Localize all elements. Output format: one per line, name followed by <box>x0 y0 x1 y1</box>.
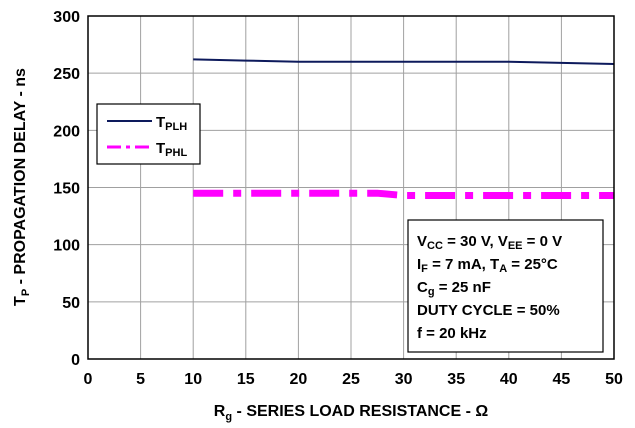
condition-line-3-part-0: DUTY CYCLE = 50% <box>417 302 560 319</box>
x-tick-label-4: 20 <box>290 371 308 388</box>
condition-line-2-part-1: g <box>428 286 435 298</box>
y-axis-label-rest: - PROPAGATION DELAY - ns <box>12 68 29 289</box>
y-axis-label: TP - PROPAGATION DELAY - ns <box>12 68 32 306</box>
condition-line-2-part-2: = 25 nF <box>435 279 491 296</box>
series-layer <box>193 58 615 199</box>
legend: TPLH TPHL <box>96 103 201 165</box>
legend-label-tplh: TPLH <box>156 114 187 133</box>
condition-line-4-part-0: f = 20 kHz <box>417 325 487 342</box>
x-tick-label-3: 15 <box>237 371 255 388</box>
y-tick-label-0: 0 <box>71 352 80 369</box>
x-tick-label-0: 0 <box>84 371 93 388</box>
conditions-text: VCC = 30 V, VEE = 0 V IF = 7 mA, TA = 25°… <box>417 233 562 342</box>
y-tick-label-5: 250 <box>53 66 80 83</box>
condition-line-0: VCC = 30 V, VEE = 0 V <box>417 233 562 252</box>
x-axis-label: Rg - SERIES LOAD RESISTANCE - Ω <box>214 403 489 423</box>
y-axis-label-main: T <box>12 296 29 306</box>
y-tick-label-6: 300 <box>53 9 80 26</box>
condition-line-1: IF = 7 mA, TA = 25°C <box>417 256 558 275</box>
condition-line-0-part-2: = 30 V, V <box>443 233 508 250</box>
legend-tphl-sub: PHL <box>165 147 187 159</box>
legend-tplh-main: T <box>156 114 165 131</box>
y-tick-label-2: 100 <box>53 238 80 255</box>
y-tick-label-3: 150 <box>53 181 80 198</box>
condition-line-0-part-4: = 0 V <box>523 233 563 250</box>
condition-line-1-part-1: F <box>421 263 428 275</box>
condition-line-3: DUTY CYCLE = 50% <box>417 302 560 319</box>
x-axis-label-main: R <box>214 403 226 420</box>
condition-line-0-part-0: V <box>417 233 427 250</box>
condition-line-0-part-1: CC <box>427 240 443 252</box>
y-tick-label-4: 200 <box>53 123 80 140</box>
condition-line-1-part-0: I <box>417 256 421 273</box>
x-tick-label-10: 50 <box>605 371 623 388</box>
y-tick-label-1: 50 <box>62 295 80 312</box>
condition-line-2: Cg = 25 nF <box>417 279 491 298</box>
condition-line-1-part-3: A <box>499 263 507 275</box>
y-axis-label-sub: P <box>20 289 32 296</box>
x-axis-label-rest: - SERIES LOAD RESISTANCE - Ω <box>232 403 488 420</box>
x-tick-label-7: 35 <box>447 371 465 388</box>
x-tick-label-1: 5 <box>136 371 145 388</box>
conditions-frame <box>407 219 604 353</box>
conditions-box: VCC = 30 V, VEE = 0 V IF = 7 mA, TA = 25°… <box>407 219 604 353</box>
series-line-tphl <box>193 189 614 199</box>
plot-area-frame <box>87 15 615 360</box>
condition-line-1-part-2: = 7 mA, T <box>428 256 499 273</box>
legend-tphl-main: T <box>156 140 165 157</box>
legend-tplh-sub: PLH <box>165 121 187 133</box>
x-axis-label-sub: g <box>225 411 232 423</box>
condition-line-4: f = 20 kHz <box>417 325 487 342</box>
legend-box <box>96 103 201 165</box>
x-tick-label-2: 10 <box>184 371 202 388</box>
x-tick-label-6: 30 <box>395 371 413 388</box>
legend-label-tphl: TPHL <box>156 140 187 159</box>
x-tick-label-5: 25 <box>342 371 360 388</box>
x-tick-label-9: 45 <box>553 371 571 388</box>
x-tick-label-8: 40 <box>500 371 518 388</box>
grid-lines <box>88 16 614 359</box>
condition-line-1-part-4: = 25°C <box>507 256 558 273</box>
condition-line-0-part-3: EE <box>508 240 523 252</box>
condition-line-2-part-0: C <box>417 279 428 296</box>
tick-labels: 0 5 10 15 20 25 30 35 40 45 50 0 50 100 150 200 250 300 <box>53 9 623 388</box>
series-line-tplh <box>193 58 615 65</box>
